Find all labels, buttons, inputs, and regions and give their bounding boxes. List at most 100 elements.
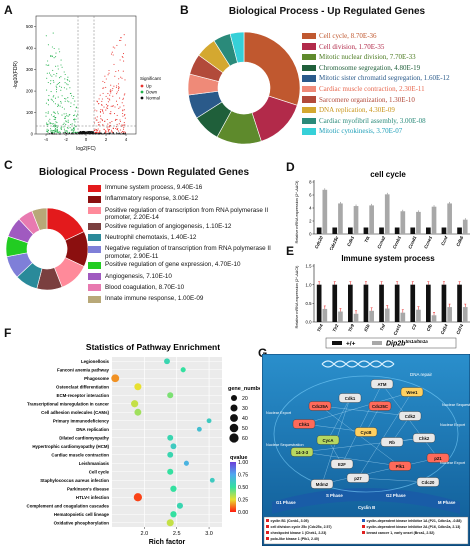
pathway-node <box>330 459 354 469</box>
pathway-node <box>346 473 370 483</box>
volcano-point <box>110 113 112 115</box>
pathway-node-label: Cdk1 <box>345 396 356 401</box>
volcano-point <box>106 133 108 135</box>
volcano-point <box>86 131 88 133</box>
volcano-point <box>107 93 109 95</box>
up-legend-swatch <box>302 96 316 103</box>
volcano-point <box>113 133 115 135</box>
volcano-point <box>119 129 121 131</box>
volcano-point <box>55 88 58 91</box>
volcano-point <box>119 119 121 121</box>
volcano-point <box>45 115 47 117</box>
volcano-point <box>73 133 75 135</box>
pathway-node-label: Chk2 <box>419 436 430 441</box>
volcano-legend-label: Down <box>146 90 158 95</box>
up-legend-item: DNA replication, 4.30E-09 <box>302 105 395 115</box>
im-bar-ko <box>338 311 343 322</box>
volcano-point <box>52 69 54 71</box>
cc-bar-ko <box>353 206 359 234</box>
volcano-point <box>96 132 98 134</box>
volcano-point <box>101 133 103 135</box>
pathway-node <box>292 419 316 429</box>
pathway-bubble <box>167 434 174 441</box>
volcano-point <box>64 78 66 80</box>
up-legend-swatch <box>302 85 316 93</box>
volcano-point <box>92 133 94 135</box>
qvalue-colorbar <box>230 462 236 512</box>
volcano-point <box>49 128 52 130</box>
down-legend-swatch <box>88 195 101 203</box>
volcano-point <box>120 37 122 39</box>
volcano-point <box>57 103 59 105</box>
pathway-xtick-label: 3.0 <box>205 531 213 537</box>
pathway-term-label: Cell cycle <box>89 469 110 474</box>
volcano-point <box>70 133 72 135</box>
pathway-node <box>290 447 314 457</box>
dna-repair-label: DNA repair <box>410 372 433 377</box>
cc-gene-label: Cdk1 <box>346 235 355 247</box>
pathway-legend-swatch <box>266 519 269 522</box>
legend-ko-swatch <box>372 341 382 345</box>
volcano-point <box>55 125 57 127</box>
down-legend-label: Immune system process, 9.40E-16 <box>105 184 203 191</box>
up-legend-item: Cardiac myofibril assembly, 3.00E-08 <box>302 116 426 126</box>
volcano-point <box>97 121 99 123</box>
volcano-point <box>69 127 71 129</box>
volcano-point <box>115 118 117 120</box>
volcano-point <box>73 115 75 117</box>
volcano-point <box>57 82 59 84</box>
volcano-point <box>99 121 101 123</box>
volcano-point <box>106 118 108 121</box>
up-legend-item: Mitotic cytokinesis, 3.70E-07 <box>302 126 402 136</box>
volcano-point <box>67 133 69 135</box>
gene-number-legend-label: 40 <box>242 416 248 422</box>
pathway-term-label: Hematopoietic cell lineage <box>54 512 110 517</box>
pathway-term-label: Dilated cardiomyopathy <box>59 435 109 440</box>
pathway-node-label: Cdc25A <box>312 404 328 409</box>
pathway-edge <box>357 477 429 483</box>
down-legend-item: Innate immune response, 1.00E-09 <box>88 295 284 303</box>
volcano-point <box>60 86 63 88</box>
volcano-point <box>48 120 50 122</box>
down-legend-item: Positive regulation of angiogenesis, 1.1… <box>88 223 284 231</box>
down-legend-label: Angiogenesis, 7.10E-10 <box>105 272 172 280</box>
up-legend-label: Mitotic nuclear division, 7.70E-33 <box>319 53 416 62</box>
up-legend-label: Mitotic cytokinesis, 3.70E-07 <box>319 127 403 136</box>
qvalue-tick-label: 0.75 <box>238 473 248 479</box>
pathway-phase-label: S Phase <box>326 493 343 498</box>
volcano-point <box>60 101 62 103</box>
im-bar-ko <box>322 308 328 322</box>
volcano-point <box>54 130 57 133</box>
volcano-point <box>113 85 115 87</box>
legend-ko-base: Dip2b <box>386 341 406 348</box>
pathway-node <box>400 387 424 397</box>
im-ytick-label: 0.0 <box>306 320 313 325</box>
volcano-point <box>102 110 104 112</box>
volcano-point <box>103 87 105 89</box>
volcano-point <box>115 126 117 128</box>
pathway-term-label: Complement and coagulation cascades <box>27 503 110 508</box>
volcano-point <box>123 94 125 96</box>
volcano-point <box>79 131 82 133</box>
volcano-point <box>89 131 92 133</box>
up-legend-item: Mitotic sister chromatid segregation, 1.… <box>302 73 450 83</box>
down-legend-label: Innate immune response, 1.00E-09 <box>105 295 204 303</box>
pathway-term-label: ECM-receptor interaction <box>57 393 110 398</box>
volcano-point <box>69 87 71 89</box>
down-legend-swatch <box>88 223 101 231</box>
volcano-point <box>64 115 66 118</box>
volcano-point <box>104 131 106 133</box>
pathway-edge <box>341 383 383 465</box>
volcano-point <box>71 123 73 125</box>
volcano-point <box>113 63 115 65</box>
volcano-point <box>72 130 75 132</box>
volcano-point <box>64 97 66 100</box>
volcano-point <box>52 115 54 118</box>
volcano-point <box>96 128 98 131</box>
volcano-point <box>66 130 68 132</box>
volcano-point <box>122 112 124 115</box>
volcano-point <box>110 111 112 113</box>
pathway-edge <box>301 451 401 467</box>
volcano-point <box>119 97 121 99</box>
